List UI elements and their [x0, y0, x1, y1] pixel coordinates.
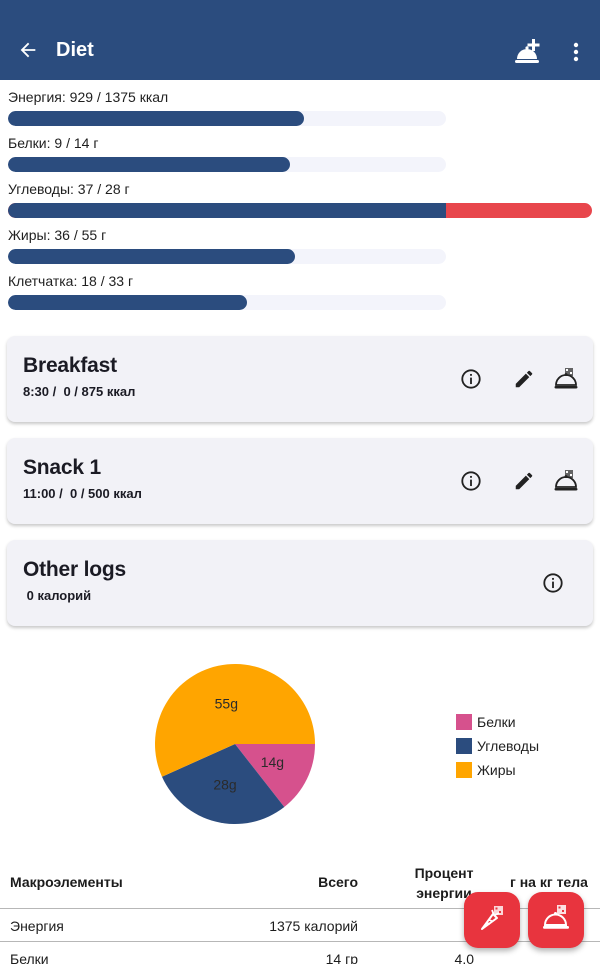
legend-label: Белки: [477, 714, 516, 730]
nutrient-label: Энергия: 929 / 1375 ккал: [8, 89, 169, 105]
column-header: Всего: [318, 874, 358, 890]
column-header: Процент энергии: [414, 865, 474, 901]
pie-svg: 14g 28g 55g: [155, 664, 315, 824]
log-food-icon[interactable]: [551, 466, 581, 496]
meal-subtitle: 8:30 / 0 / 875 ккал: [23, 384, 136, 399]
legend-label: Жиры: [477, 762, 516, 778]
table-cell: 14 гр: [325, 951, 358, 964]
nutrient-label: Углеводы: 37 / 28 г: [8, 181, 130, 197]
nutrient-carbs: Углеводы: 37 / 28 г: [8, 180, 598, 226]
column-header: Макроэлементы: [10, 874, 123, 890]
legend-swatch: [456, 714, 472, 730]
macro-pie-chart: 14g 28g 55g Белки Углеводы Жиры: [0, 650, 600, 840]
pie-slice-label: 28g: [213, 776, 236, 792]
progress-track-over: [8, 203, 592, 218]
progress-fill: [8, 111, 305, 126]
legend-item: Белки: [456, 710, 539, 734]
log-food-icon[interactable]: [551, 364, 581, 394]
meal-name: Other logs: [23, 558, 127, 581]
nutrient-progress-list: Энергия: 929 / 1375 ккал Белки: 9 / 14 г…: [8, 88, 598, 318]
carrot-plus-icon: [477, 903, 507, 938]
macro-table: Макроэлементы Всего Процент энергии г на…: [0, 858, 600, 964]
table-row: Белки 14 гр 4.0: [0, 942, 600, 964]
meal-name: Breakfast: [23, 354, 117, 377]
add-meal-fab[interactable]: [528, 892, 584, 948]
meal-card-snack-1[interactable]: Snack 1 11:00 / 0 / 500 ккал: [7, 438, 593, 524]
nutrient-label: Жиры: 36 / 55 г: [8, 227, 107, 243]
more-options-icon[interactable]: [564, 38, 588, 66]
chart-legend: Белки Углеводы Жиры: [456, 710, 539, 782]
meal-subtitle: 0 калорий: [23, 588, 92, 603]
progress-fill: [8, 295, 247, 310]
progress-track: [8, 111, 446, 126]
progress-track: [8, 249, 446, 264]
progress-track: [8, 295, 446, 310]
progress-fill: [8, 249, 295, 264]
nutrient-label: Белки: 9 / 14 г: [8, 135, 99, 151]
nutrient-label: Клетчатка: 18 / 33 г: [8, 273, 134, 289]
table-header: Макроэлементы Всего Процент энергии г на…: [0, 858, 600, 909]
nutrient-protein: Белки: 9 / 14 г: [8, 134, 598, 180]
pie-slice-label: 55g: [215, 695, 238, 711]
pie-slice: [235, 744, 315, 808]
add-food-fab[interactable]: [464, 892, 520, 948]
pie-slice-label: 14g: [261, 754, 284, 770]
meal-subtitle: 11:00 / 0 / 500 ккал: [23, 486, 142, 501]
progress-fill: [8, 203, 446, 218]
info-icon[interactable]: [456, 466, 486, 496]
legend-label: Углеводы: [477, 738, 540, 754]
table-cell: 1375 калорий: [269, 918, 358, 934]
page-title: Diet: [56, 39, 94, 61]
meal-card-breakfast[interactable]: Breakfast 8:30 / 0 / 875 ккал: [7, 336, 593, 422]
add-meal-icon: [541, 903, 571, 938]
pie-slice: [161, 744, 285, 824]
table-cell: Белки: [10, 951, 49, 964]
nutrient-fat: Жиры: 36 / 55 г: [8, 226, 598, 272]
nutrient-fiber: Клетчатка: 18 / 33 г: [8, 272, 598, 318]
meal-card-other-logs[interactable]: Other logs 0 калорий: [7, 540, 593, 626]
edit-pencil-icon[interactable]: [509, 466, 539, 496]
info-icon[interactable]: [538, 568, 568, 598]
legend-swatch: [456, 762, 472, 778]
nutrient-energy: Энергия: 929 / 1375 ккал: [8, 88, 598, 134]
progress-track: [8, 157, 446, 172]
legend-swatch: [456, 738, 472, 754]
back-arrow-icon[interactable]: [14, 36, 42, 64]
pie-slice: [155, 664, 315, 777]
app-bar: Diet: [0, 0, 600, 80]
table-row: Энергия 1375 калорий: [0, 909, 600, 942]
info-icon[interactable]: [456, 364, 486, 394]
edit-pencil-icon[interactable]: [509, 364, 539, 394]
table-cell: Энергия: [10, 918, 64, 934]
progress-fill: [8, 157, 290, 172]
table-cell: 4.0: [454, 951, 474, 964]
legend-item: Жиры: [456, 758, 539, 782]
add-meal-icon[interactable]: [512, 36, 544, 68]
legend-item: Углеводы: [456, 734, 539, 758]
meal-name: Snack 1: [23, 456, 101, 479]
column-header: г на кг тела: [510, 874, 588, 890]
